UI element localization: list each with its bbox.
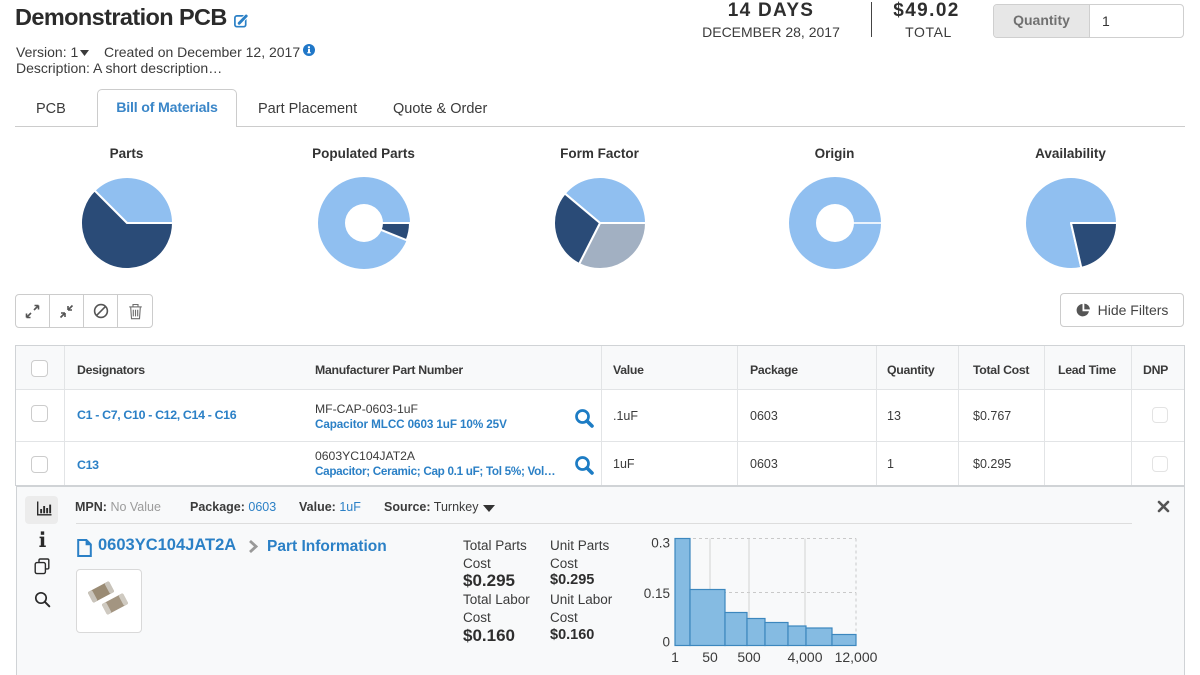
svg-text:1: 1 xyxy=(671,649,679,665)
svg-text:0.3: 0.3 xyxy=(651,536,670,551)
svg-text:12,000: 12,000 xyxy=(835,649,878,665)
svg-text:0: 0 xyxy=(662,635,670,650)
svg-text:4,000: 4,000 xyxy=(787,649,822,665)
svg-text:500: 500 xyxy=(737,649,761,665)
svg-text:0.15: 0.15 xyxy=(644,586,670,601)
svg-text:50: 50 xyxy=(702,649,718,665)
